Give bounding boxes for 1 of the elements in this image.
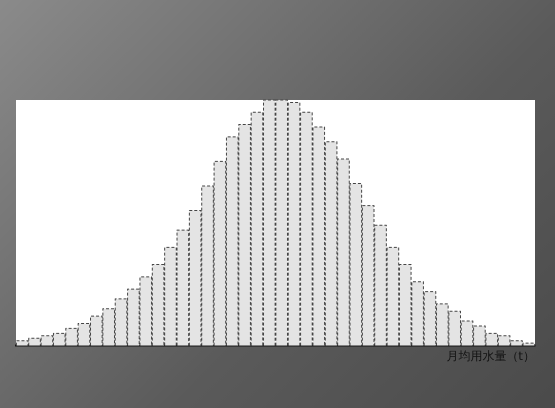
x-axis-title: 月均用水量（t） <box>446 348 535 363</box>
